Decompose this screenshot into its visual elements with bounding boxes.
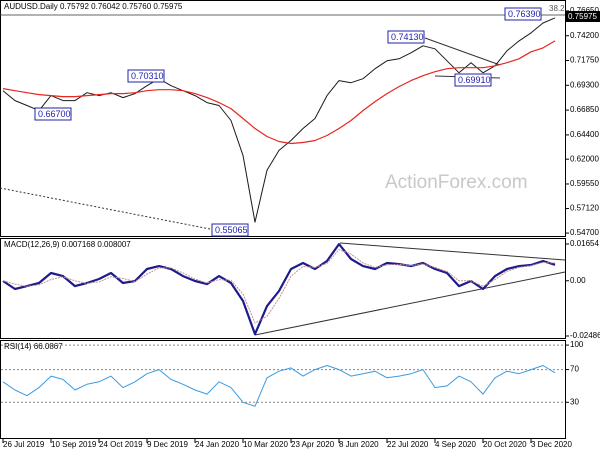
macd-trendline bbox=[254, 271, 566, 336]
x-tick-label: 10 Mar 2020 bbox=[243, 440, 288, 449]
annotation-box bbox=[454, 73, 492, 87]
y-tick-label: 0.66850 bbox=[570, 105, 599, 114]
price-panel bbox=[0, 0, 566, 237]
x-tick-label: 20 Oct 2020 bbox=[483, 440, 527, 449]
x-tick-label: 9 Dec 2019 bbox=[147, 440, 188, 449]
y-tick-label: 0.62000 bbox=[570, 154, 599, 163]
y-tick-label: 0.57120 bbox=[570, 204, 599, 213]
series-line bbox=[2, 243, 556, 336]
y-tick-label: 30 bbox=[570, 397, 579, 406]
trendline bbox=[424, 37, 501, 66]
current-price: 0.75975 bbox=[568, 12, 597, 21]
x-tick-label: 22 Jul 2020 bbox=[387, 440, 429, 449]
macd-panel bbox=[0, 238, 566, 339]
x-tick-label: 24 Oct 2019 bbox=[99, 440, 143, 449]
x-tick-label: 23 Apr 2020 bbox=[291, 440, 335, 449]
annotation-box bbox=[127, 69, 165, 83]
x-tick-label: 8 Jun 2020 bbox=[339, 440, 379, 449]
y-tick-label: 0.71750 bbox=[570, 56, 599, 65]
annotation: 0.76390 bbox=[508, 9, 541, 19]
price-title: AUDUSD.Daily 0.75792 0.76042 0.75760 0.7… bbox=[4, 2, 183, 11]
macd-trendline bbox=[339, 242, 566, 261]
rsi-title: RSI(14) 66.0867 bbox=[4, 342, 63, 351]
annotation: 0.74130 bbox=[391, 32, 424, 42]
annotation-box bbox=[34, 107, 72, 121]
y-tick-label: 0.74200 bbox=[570, 31, 599, 40]
x-tick-label: 3 Dec 2020 bbox=[531, 440, 572, 449]
y-tick-label: 0.76650 bbox=[570, 6, 599, 15]
annotation: 0.70310 bbox=[131, 71, 164, 81]
macd-title: MACD(12,26,9) 0.007168 0.008007 bbox=[4, 240, 131, 249]
annotation: 0.55065 bbox=[215, 225, 248, 235]
watermark: ActionForex.com bbox=[385, 172, 528, 193]
annotation-box bbox=[387, 30, 425, 44]
x-tick-label: 4 Sep 2020 bbox=[435, 440, 476, 449]
y-tick-label: 0.59550 bbox=[570, 179, 599, 188]
annotation: 0.66700 bbox=[38, 109, 71, 119]
y-tick-label: 0.54700 bbox=[570, 228, 599, 237]
series-line bbox=[2, 40, 556, 145]
series-line bbox=[2, 365, 556, 407]
y-tick-label: 0.69300 bbox=[570, 80, 599, 89]
rsi-panel bbox=[0, 340, 566, 439]
y-tick-label: 0.01654 bbox=[570, 239, 599, 248]
annotation: 0.69910 bbox=[458, 75, 491, 85]
y-tick-label: 70 bbox=[570, 365, 579, 374]
y-tick-label: 100 bbox=[570, 340, 584, 349]
fib-label: 38.2 bbox=[549, 4, 565, 13]
trendline bbox=[0, 187, 216, 231]
y-tick-label: -0.02486 bbox=[570, 331, 600, 340]
current-price-box bbox=[566, 11, 600, 22]
x-tick-label: 26 Jul 2019 bbox=[3, 440, 45, 449]
annotation-box bbox=[211, 223, 249, 237]
annotation-box bbox=[504, 7, 542, 21]
y-tick-label: 0.64400 bbox=[570, 130, 599, 139]
y-tick-label: 0.00 bbox=[570, 276, 586, 285]
x-tick-label: 10 Sep 2019 bbox=[51, 440, 97, 449]
x-tick-label: 24 Jan 2020 bbox=[195, 440, 240, 449]
series-line bbox=[2, 249, 556, 324]
